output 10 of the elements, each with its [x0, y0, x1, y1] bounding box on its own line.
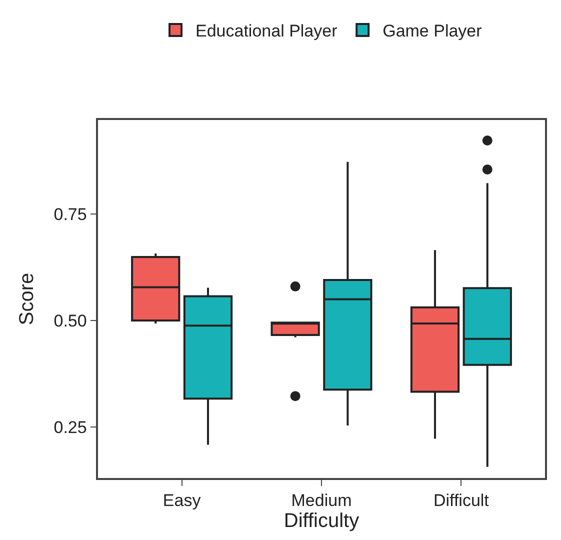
x-tick-label: Medium [291, 491, 352, 510]
y-tick-label: 0.50 [54, 312, 87, 330]
x-tick-label: Difficult [433, 491, 490, 510]
y-axis-title: Score [16, 272, 38, 326]
x-tick-label: Easy [162, 491, 202, 510]
legend-label: Educational Player [196, 22, 338, 41]
legend-label: Game Player [382, 22, 482, 41]
y-tick-label: 0.25 [54, 418, 87, 438]
y-tick-label: 0.75 [54, 204, 87, 224]
x-axis-title: Difficulty [284, 510, 360, 532]
